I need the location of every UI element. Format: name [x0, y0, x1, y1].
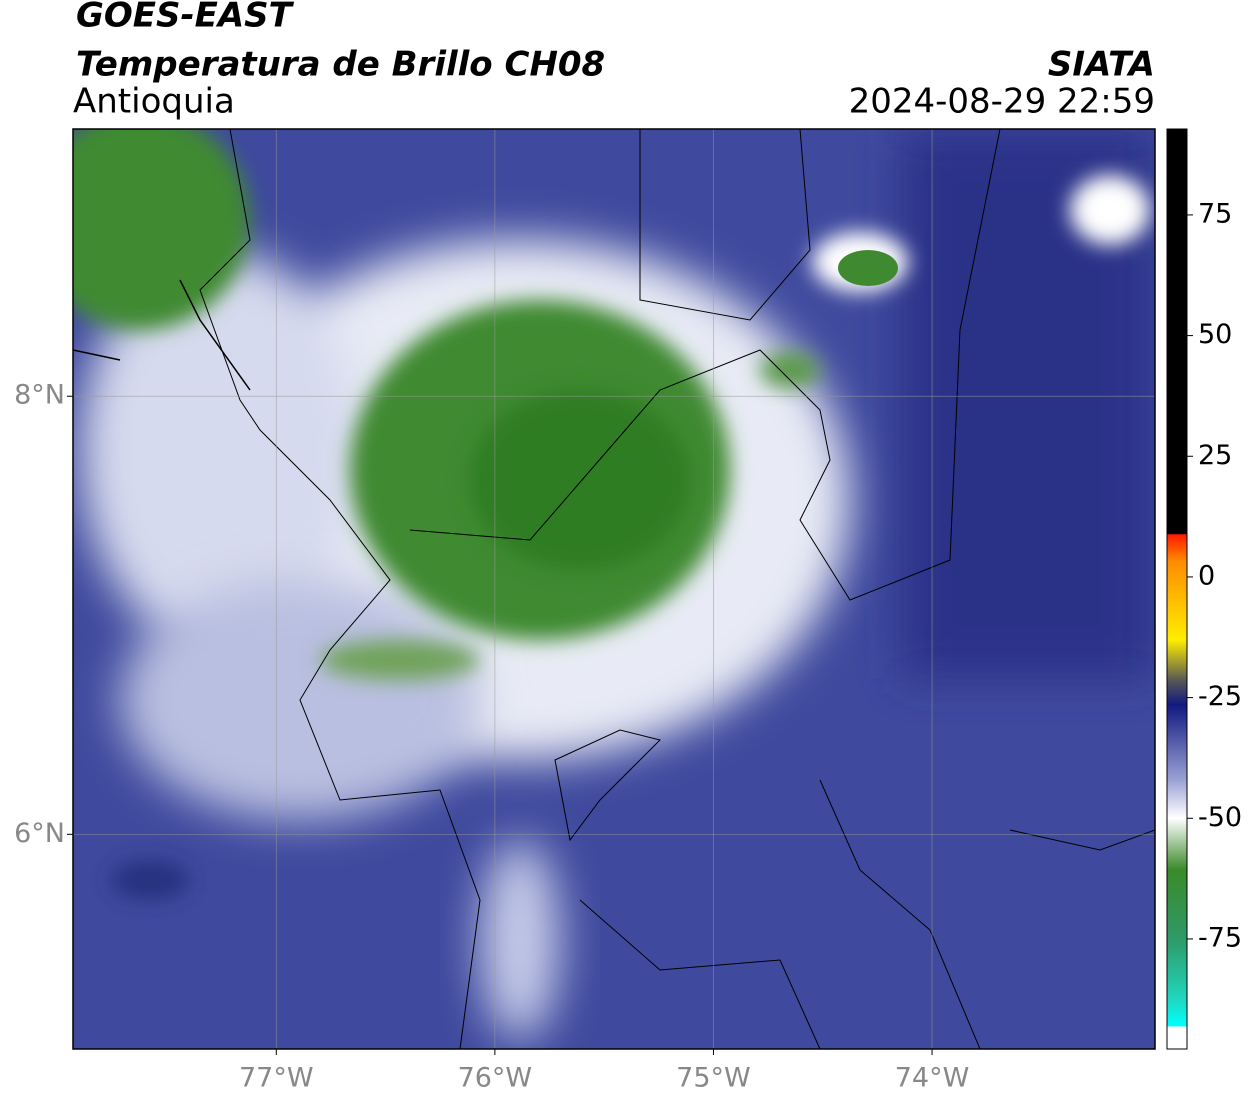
colorbar-tick-label: 75 — [1198, 198, 1232, 229]
source: SIATA — [1048, 45, 1155, 85]
map-frame — [72, 128, 1156, 1050]
colorbar-tick-label: 0 — [1198, 560, 1215, 591]
colorbar-tick-label: 50 — [1198, 319, 1232, 350]
colorbar-tick-label: -75 — [1198, 922, 1242, 953]
region: Antioquia — [73, 82, 235, 122]
colorbar-tick-label: -50 — [1198, 802, 1242, 833]
title: GOES-EAST — [76, 0, 295, 36]
colorbar-tick-label: -25 — [1198, 681, 1242, 712]
graticule — [73, 129, 1155, 1049]
colorbar-tick-label: 25 — [1198, 440, 1232, 471]
colorbar — [1166, 128, 1188, 1050]
subtitle: Temperatura de Brillo CH08 — [76, 45, 605, 85]
satellite-image — [73, 129, 1155, 1049]
timestamp: 2024-08-29 22:59 — [849, 82, 1155, 122]
y-tick-label: 6°N — [14, 818, 65, 849]
x-tick-label: 75°W — [676, 1063, 751, 1094]
x-tick-label: 77°W — [239, 1063, 314, 1094]
x-tick-label: 76°W — [458, 1063, 533, 1094]
y-tick-label: 8°N — [14, 380, 65, 411]
x-tick-label: 74°W — [895, 1063, 970, 1094]
